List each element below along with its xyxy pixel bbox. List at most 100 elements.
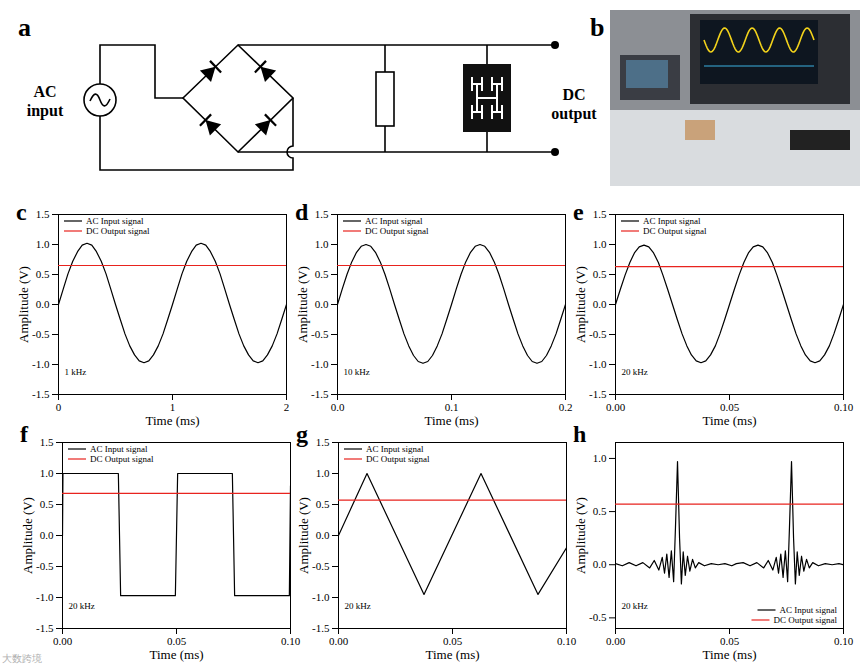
svg-text:output: output [551,105,597,123]
svg-text:-0.5: -0.5 [589,328,607,340]
svg-text:1.0: 1.0 [593,238,607,250]
svg-text:0.0: 0.0 [331,401,345,413]
svg-text:Time (ms): Time (ms) [702,647,756,662]
svg-text:1 kHz: 1 kHz [65,367,87,377]
svg-text:0.10: 0.10 [281,635,301,647]
svg-text:-0.5: -0.5 [311,328,329,340]
svg-text:20 kHz: 20 kHz [622,601,648,611]
svg-text:d: d [295,199,309,225]
svg-text:0.10: 0.10 [557,635,577,647]
svg-text:1.5: 1.5 [36,208,50,220]
svg-text:DC Output signal: DC Output signal [773,615,837,625]
svg-text:Amplitude (V): Amplitude (V) [295,266,310,343]
svg-text:AC Input signal: AC Input signal [365,216,423,226]
svg-text:Amplitude (V): Amplitude (V) [573,266,588,343]
svg-text:Amplitude (V): Amplitude (V) [16,266,31,343]
svg-text:0.5: 0.5 [593,268,607,280]
svg-text:1.0: 1.0 [593,452,607,464]
svg-text:20 kHz: 20 kHz [69,601,95,611]
svg-text:DC Output signal: DC Output signal [643,226,707,236]
svg-text:c: c [16,199,27,225]
svg-text:-1.5: -1.5 [312,622,330,634]
svg-text:-0.5: -0.5 [312,560,330,572]
svg-text:0.0: 0.0 [315,298,329,310]
svg-text:0.10: 0.10 [834,401,854,413]
svg-text:-1.5: -1.5 [311,388,329,400]
svg-text:10 kHz: 10 kHz [344,367,370,377]
svg-text:DC Output signal: DC Output signal [365,226,429,236]
svg-text:0.1: 0.1 [445,401,459,413]
svg-text:0.5: 0.5 [36,268,50,280]
svg-text:1: 1 [170,401,176,413]
svg-text:-0.5: -0.5 [589,611,607,623]
svg-text:0.5: 0.5 [316,498,330,510]
svg-text:0.0: 0.0 [593,558,607,570]
svg-text:Amplitude (V): Amplitude (V) [573,497,588,574]
svg-text:-1.0: -1.0 [589,358,607,370]
svg-text:-1.0: -1.0 [311,358,329,370]
svg-text:DC Output signal: DC Output signal [90,454,154,464]
svg-text:AC Input signal: AC Input signal [86,216,144,226]
svg-text:AC Input signal: AC Input signal [90,444,148,454]
svg-text:0.5: 0.5 [40,498,54,510]
svg-text:AC Input signal: AC Input signal [366,444,424,454]
svg-text:Time (ms): Time (ms) [425,647,479,662]
svg-text:input: input [27,102,64,120]
svg-text:20 kHz: 20 kHz [622,367,648,377]
svg-text:g: g [296,421,308,447]
svg-text:-0.5: -0.5 [36,560,54,572]
svg-text:1.0: 1.0 [40,467,54,479]
svg-text:0: 0 [56,401,62,413]
svg-text:0.00: 0.00 [329,635,349,647]
svg-text:0.10: 0.10 [834,635,854,647]
svg-text:1.0: 1.0 [36,238,50,250]
svg-text:1.5: 1.5 [315,208,329,220]
svg-text:0.5: 0.5 [315,268,329,280]
svg-text:-1.0: -1.0 [32,358,50,370]
svg-text:0.00: 0.00 [606,635,626,647]
svg-text:0.0: 0.0 [36,298,50,310]
svg-text:AC Input signal: AC Input signal [780,605,838,615]
svg-text:Amplitude (V): Amplitude (V) [296,497,311,574]
svg-text:AC Input signal: AC Input signal [643,216,701,226]
svg-text:-1.0: -1.0 [36,591,54,603]
svg-text:1.5: 1.5 [593,208,607,220]
svg-text:Time (ms): Time (ms) [145,413,199,428]
svg-text:1.0: 1.0 [315,238,329,250]
svg-text:0.5: 0.5 [593,505,607,517]
svg-text:大数跨境: 大数跨境 [2,653,42,664]
svg-text:0.05: 0.05 [720,401,740,413]
svg-text:0.2: 0.2 [559,401,573,413]
svg-text:0.0: 0.0 [593,298,607,310]
svg-text:-1.0: -1.0 [312,591,330,603]
svg-text:2: 2 [284,401,290,413]
svg-text:DC: DC [562,86,585,103]
svg-text:AC: AC [33,83,56,100]
svg-text:f: f [20,421,29,447]
svg-text:DC Output signal: DC Output signal [366,454,430,464]
svg-text:0.05: 0.05 [720,635,740,647]
svg-text:0.0: 0.0 [316,529,330,541]
svg-text:0.05: 0.05 [167,635,187,647]
svg-text:-1.5: -1.5 [36,622,54,634]
svg-text:-1.5: -1.5 [32,388,50,400]
svg-text:0.00: 0.00 [606,401,626,413]
svg-text:-0.5: -0.5 [32,328,50,340]
svg-text:-1.5: -1.5 [589,388,607,400]
svg-text:a: a [18,13,31,42]
svg-text:1.5: 1.5 [316,436,330,448]
svg-text:b: b [590,13,604,42]
svg-text:0.0: 0.0 [40,529,54,541]
svg-text:DC Output signal: DC Output signal [86,226,150,236]
svg-text:Amplitude (V): Amplitude (V) [20,497,35,574]
svg-text:Time (ms): Time (ms) [702,413,756,428]
svg-text:e: e [573,199,584,225]
svg-text:1.0: 1.0 [316,467,330,479]
svg-text:20 kHz: 20 kHz [345,601,371,611]
svg-text:0.00: 0.00 [53,635,73,647]
svg-text:Time (ms): Time (ms) [149,647,203,662]
svg-text:1.5: 1.5 [40,436,54,448]
svg-text:Time (ms): Time (ms) [424,413,478,428]
svg-text:h: h [573,421,586,447]
svg-text:0.05: 0.05 [443,635,463,647]
